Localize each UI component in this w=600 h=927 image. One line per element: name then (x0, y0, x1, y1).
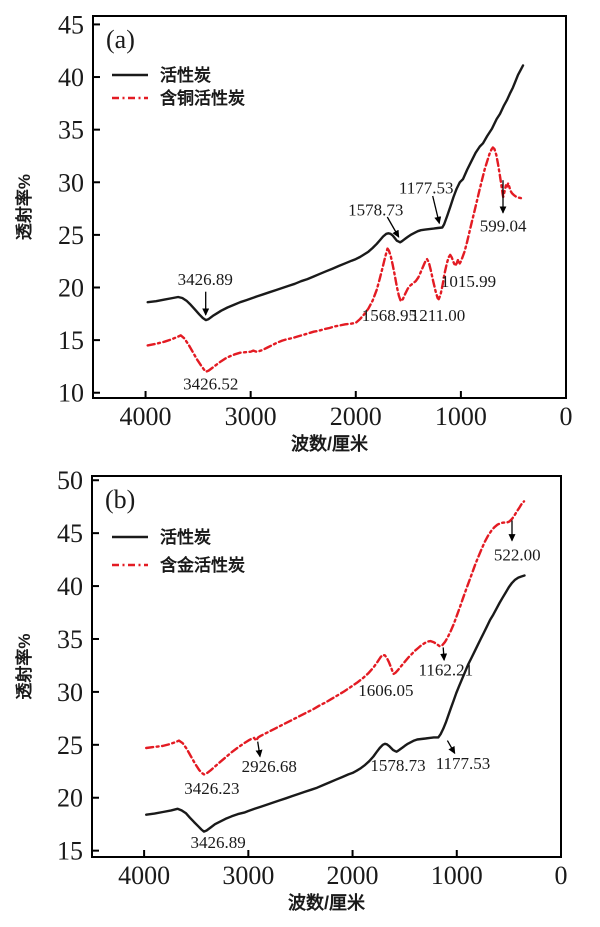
plot-frame (91, 475, 562, 858)
y-tick-label: 30 (57, 678, 83, 707)
spectrum-chart: 4000 3000 2000 1000 0 10 15 20 25 30 35 40 45 波数/厘米 透射… (0, 0, 600, 460)
annotation-label: 3426.23 (184, 779, 239, 798)
x-tick-label: 3000 (222, 861, 274, 890)
annotation-label: 1211.00 (411, 306, 466, 325)
x-tick-label: 4000 (120, 402, 172, 431)
panel-label: (a) (106, 25, 135, 54)
spectrum-chart: 4000 3000 2000 1000 0 15 20 25 30 35 40 45 50 波数/厘米 透射… (0, 460, 600, 922)
annotation-label: 3426.52 (183, 374, 238, 393)
series-curve (144, 574, 526, 833)
x-tick-label: 3000 (225, 402, 277, 431)
series-curve (146, 146, 525, 373)
legend-label: 含铜活性炭 (160, 88, 245, 108)
y-tick-label: 45 (58, 10, 84, 39)
x-tick-label: 0 (560, 402, 573, 431)
x-tick-label: 2000 (330, 402, 382, 431)
x-tick-label: 2000 (327, 861, 379, 890)
chart-panel-b: 4000 3000 2000 1000 0 15 20 25 30 35 40 45 50 波数/厘米 透射… (0, 460, 600, 922)
y-tick-label: 30 (58, 168, 84, 197)
annotation-label: 1015.99 (441, 272, 496, 291)
y-tick-label: 35 (57, 625, 83, 654)
annotation-label: 522.00 (494, 545, 541, 564)
annotation-label: 1578.73 (370, 756, 425, 775)
annotation-label: 1177.53 (436, 754, 491, 773)
x-tick-label: 1000 (431, 861, 483, 890)
annotation-arrow (432, 195, 442, 225)
y-axis-title: 透射率% (14, 174, 34, 240)
series-curve (146, 64, 525, 322)
legend-label: 活性炭 (160, 65, 211, 85)
annotation-arrow (440, 647, 448, 662)
x-axis-title: 波数/厘米 (291, 433, 369, 454)
y-tick-label: 50 (57, 466, 83, 495)
panel-label: (b) (105, 485, 135, 514)
y-tick-label: 45 (57, 519, 83, 548)
y-tick-label: 35 (58, 116, 84, 145)
y-tick-label: 15 (58, 326, 84, 355)
annotation-label: 2926.68 (242, 757, 297, 776)
y-tick-label: 15 (57, 837, 83, 866)
legend-label: 含金活性炭 (160, 555, 245, 575)
annotation-arrow (255, 741, 263, 758)
chart-panel-a: 4000 3000 2000 1000 0 10 15 20 25 30 35 40 45 波数/厘米 透射… (0, 0, 600, 460)
y-tick-label: 40 (57, 572, 83, 601)
legend-label: 活性炭 (160, 527, 211, 547)
x-tick-label: 0 (555, 861, 568, 890)
annotation-label: 3426.89 (178, 270, 233, 289)
series-curve (144, 500, 526, 776)
y-tick-label: 20 (58, 274, 84, 303)
plot-frame (92, 15, 567, 399)
annotation-label: 1568.95 (362, 306, 417, 325)
y-tick-label: 40 (58, 63, 84, 92)
x-tick-label: 1000 (435, 402, 487, 431)
annotation-label: 1162.21 (418, 661, 473, 680)
annotation-label: 3426.89 (190, 833, 245, 852)
x-axis-title: 波数/厘米 (288, 892, 366, 913)
y-tick-label: 25 (58, 221, 84, 250)
annotation-label: 599.04 (480, 216, 527, 235)
y-tick-label: 20 (57, 784, 83, 813)
x-tick-label: 4000 (118, 861, 170, 890)
y-tick-label: 25 (57, 731, 83, 760)
y-axis-title: 透射率% (14, 633, 34, 699)
annotation-label: 1578.73 (348, 201, 403, 220)
annotation-arrow (386, 216, 400, 238)
annotation-arrow (446, 740, 456, 755)
y-tick-label: 10 (58, 379, 84, 408)
annotation-label: 1606.05 (358, 681, 413, 700)
annotation-label: 1177.53 (399, 179, 454, 198)
